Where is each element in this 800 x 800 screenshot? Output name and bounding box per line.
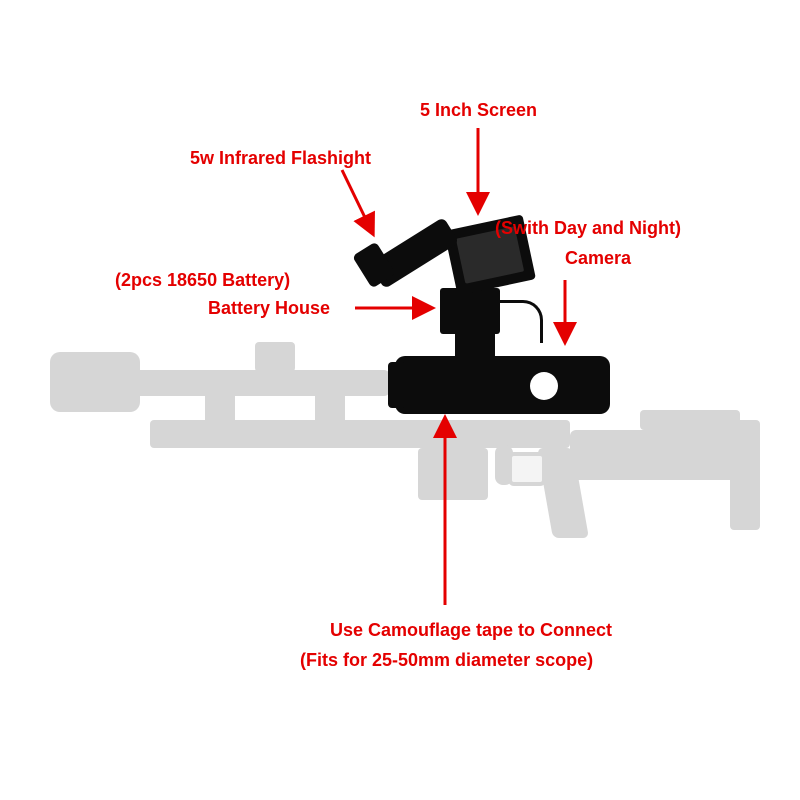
- rifle-scope-objective: [50, 352, 140, 412]
- label-flashlight: 5w Infrared Flashight: [190, 148, 371, 169]
- label-battery-house: Battery House: [208, 298, 330, 319]
- label-camera: Camera: [565, 248, 631, 269]
- device-cable: [500, 300, 543, 343]
- rifle-trigger-guard: [508, 452, 546, 486]
- device-battery-house: [440, 288, 500, 334]
- rifle-receiver: [150, 420, 570, 448]
- label-tape-line1: Use Camouflage tape to Connect: [330, 620, 612, 641]
- device-camera-tube: [395, 356, 610, 414]
- label-screen: 5 Inch Screen: [420, 100, 537, 121]
- rifle-scope-turret: [255, 342, 295, 372]
- rifle-magazine: [418, 448, 488, 500]
- arrow-flashlight: [342, 170, 372, 232]
- device-camera-cutout: [530, 372, 558, 400]
- label-battery-note: (2pcs 18650 Battery): [115, 270, 290, 291]
- rifle-stock-butt: [730, 420, 760, 530]
- diagram-canvas: { "labels": { "screen": "5 Inch Screen",…: [0, 0, 800, 800]
- rifle-stock-body: [570, 430, 745, 480]
- device-bracket: [455, 330, 495, 360]
- label-tape-line2: (Fits for 25-50mm diameter scope): [300, 650, 593, 671]
- device-eyepiece-clamp: [388, 362, 406, 408]
- rifle-stock-cheek: [640, 410, 740, 430]
- label-switch-note: (Swith Day and Night): [495, 218, 681, 239]
